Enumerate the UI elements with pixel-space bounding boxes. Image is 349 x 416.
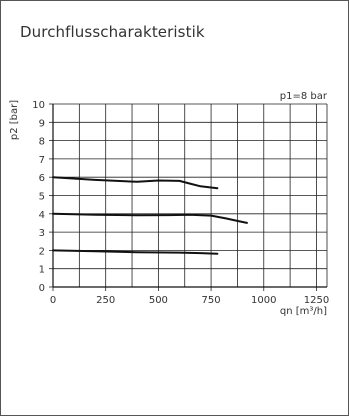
y-tick-label: 6 xyxy=(39,173,45,184)
chart-annotation: p1=8 bar xyxy=(280,91,328,102)
y-tick-label: 1 xyxy=(39,265,45,276)
chart-axes xyxy=(49,103,327,291)
y-tick-label: 2 xyxy=(39,246,45,257)
x-tick-label: 1250 xyxy=(304,295,329,306)
series-line-3 xyxy=(52,249,219,255)
y-tick-label: 4 xyxy=(39,210,45,221)
y-tick-label: 0 xyxy=(39,283,45,294)
y-axis-label: p2 [bar] xyxy=(9,100,20,140)
x-tick-label: 0 xyxy=(50,295,56,306)
x-tick-label: 250 xyxy=(96,295,115,306)
x-tick-label: 500 xyxy=(149,295,168,306)
series-line-1 xyxy=(52,176,219,190)
x-axis-label: qn [m³/h] xyxy=(280,306,327,317)
chart-grid xyxy=(52,103,328,288)
y-tick-label: 5 xyxy=(39,192,45,203)
x-tick-label: 1000 xyxy=(251,295,276,306)
chart-series xyxy=(52,176,248,255)
series-line-2 xyxy=(52,212,248,224)
chart-title: Durchflusscharakteristik xyxy=(20,23,205,41)
y-tick-label: 7 xyxy=(39,155,45,166)
x-tick-label: 750 xyxy=(202,295,221,306)
y-tick-label: 9 xyxy=(39,118,45,129)
chart-labels: 0 1 2 3 4 5 6 7 8 9 10 0 250 500 750 1000 1250 p2 [bar] qn… xyxy=(9,91,329,317)
y-tick-label: 3 xyxy=(39,228,45,239)
y-tick-label: 10 xyxy=(32,100,45,111)
y-tick-label: 8 xyxy=(39,137,45,148)
